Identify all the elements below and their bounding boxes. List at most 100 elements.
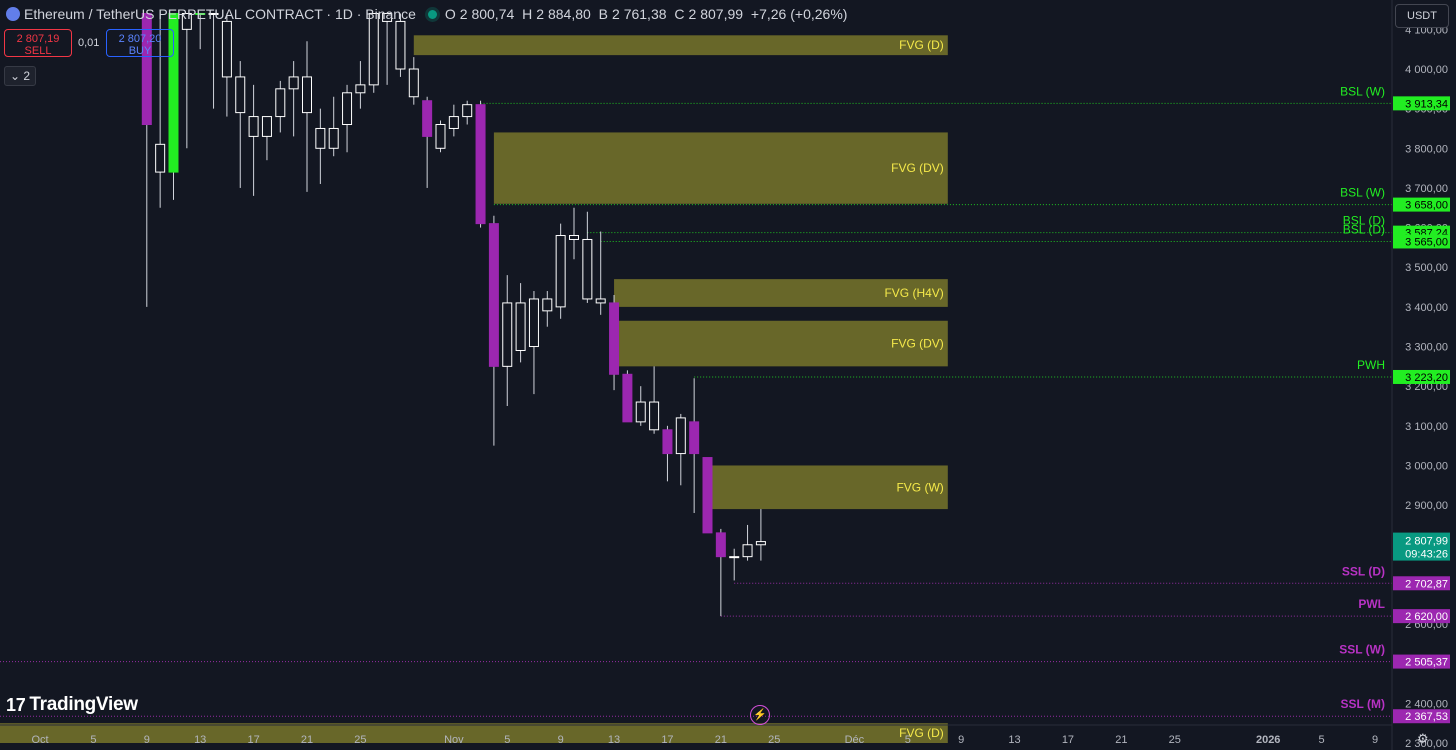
- candle-body: [755, 541, 766, 546]
- y-tick-label: 3 800,00: [1405, 143, 1448, 155]
- sell-label: SELL: [24, 45, 52, 57]
- x-tick-label: Déc: [845, 734, 865, 746]
- level-label: PWH: [1357, 358, 1385, 372]
- y-tick-label: 2 900,00: [1405, 500, 1448, 512]
- fvg-label: FVG (H4V): [884, 286, 943, 300]
- candle-body: [729, 556, 740, 559]
- gear-icon[interactable]: ⚙: [1417, 731, 1429, 746]
- candle-body: [595, 298, 606, 304]
- tradingview-mark-icon: 17: [6, 694, 26, 715]
- current-price-tag: [1393, 532, 1450, 561]
- candle-body: [141, 12, 152, 126]
- price-tag-label: 2 620,00: [1405, 611, 1448, 623]
- candle-body: [649, 401, 660, 431]
- candle-body: [622, 373, 633, 423]
- buy-button[interactable]: 2 807,20 BUY: [106, 29, 174, 57]
- price-tag: [1393, 609, 1450, 624]
- sell-price: 2 807,19: [16, 33, 60, 45]
- spread-value: 0,01: [78, 37, 100, 49]
- x-tick-label: 5: [90, 734, 96, 746]
- x-tick-label: 13: [608, 734, 620, 746]
- lightning-icon[interactable]: ⚡: [750, 705, 770, 725]
- price-tag: [1393, 197, 1450, 212]
- price-tag: [1393, 576, 1450, 591]
- candle-body: [328, 127, 339, 149]
- indicators-collapse-button[interactable]: ⌄ 2: [4, 66, 36, 86]
- price-tag-label: 3 223,20: [1405, 372, 1448, 384]
- x-tick-label: 9: [558, 734, 564, 746]
- open-value: 2 800,74: [459, 6, 515, 22]
- price-tag-label: 2 505,37: [1405, 657, 1448, 669]
- y-tick-label: 3 100,00: [1405, 421, 1448, 433]
- y-tick-label: 3 300,00: [1405, 342, 1448, 354]
- y-tick-label: 2 400,00: [1405, 698, 1448, 710]
- candles: [141, 12, 766, 617]
- candle-body: [609, 302, 620, 375]
- fvg-zone: [413, 35, 948, 56]
- chevron-icon: ⌄: [9, 69, 21, 83]
- low-value: 2 761,38: [612, 6, 667, 22]
- candle-body: [261, 116, 272, 137]
- candle-body: [195, 12, 206, 15]
- candle-body: [355, 84, 366, 94]
- open-label: O: [444, 6, 456, 22]
- tradingview-logo-text: TradingView: [29, 694, 138, 715]
- x-tick-label: 9: [958, 734, 964, 746]
- tradingview-logo[interactable]: 17 TradingView: [6, 694, 138, 716]
- candle-body: [555, 235, 566, 308]
- price-tag: [1393, 709, 1450, 724]
- candle-body: [235, 76, 246, 114]
- x-tick-label: 25: [354, 734, 366, 746]
- y-tick-label: 3 200,00: [1405, 381, 1448, 393]
- x-tick-label: 17: [661, 734, 673, 746]
- symbol-title[interactable]: Ethereum / TetherUS PERPETUAL CONTRACT ·…: [24, 6, 416, 22]
- x-tick-label: 17: [1062, 734, 1074, 746]
- price-tag: [1393, 96, 1450, 111]
- candle-body: [422, 100, 433, 137]
- candle-body: [502, 302, 513, 367]
- y-tick-label: 3 500,00: [1405, 262, 1448, 274]
- fvg-label: FVG (W): [896, 480, 943, 494]
- high-value: 2 884,80: [536, 6, 591, 22]
- y-tick-label: 3 700,00: [1405, 183, 1448, 195]
- candle-body: [742, 544, 753, 558]
- candle-body: [181, 12, 192, 30]
- fvg-zone: [707, 465, 948, 510]
- low-label: B: [598, 6, 609, 22]
- candle-body: [208, 12, 219, 15]
- price-tag-label: 2 367,53: [1405, 711, 1448, 723]
- y-tick-label: 3 400,00: [1405, 302, 1448, 314]
- fvg-zone: [0, 723, 948, 743]
- price-tag: [1393, 234, 1450, 249]
- candle-body: [248, 116, 259, 137]
- price-tag: [1393, 654, 1450, 669]
- level-label: SSL (M): [1341, 697, 1385, 711]
- candle-body: [408, 68, 419, 98]
- candle-body: [542, 298, 553, 312]
- level-label: PWL: [1358, 597, 1385, 611]
- x-tick-label: 17: [247, 734, 259, 746]
- price-tag-label: 3 565,00: [1405, 236, 1448, 248]
- x-tick-label: 5: [504, 734, 510, 746]
- candle-body: [435, 124, 446, 149]
- x-tick-label: 13: [1008, 734, 1020, 746]
- x-tick-label: 21: [715, 734, 727, 746]
- x-tick-label: 2026: [1256, 734, 1280, 746]
- currency-button[interactable]: USDT: [1395, 4, 1449, 28]
- x-tick-label: 13: [194, 734, 206, 746]
- candle-body: [382, 12, 393, 22]
- sell-button[interactable]: 2 807,19 SELL: [4, 29, 72, 57]
- fvg-label: FVG (DV): [891, 337, 944, 351]
- candle-body: [368, 12, 379, 86]
- candle-body: [702, 457, 713, 534]
- x-tick-label: Nov: [444, 734, 464, 746]
- x-tick-label: 9: [144, 734, 150, 746]
- fvg-zones: FVG (D) FVG (DV) FVG (H4V) FVG (DV) FVG (W) F…: [0, 35, 948, 743]
- price-tag-label: 3 658,00: [1405, 200, 1448, 212]
- fvg-label: FVG (DV): [891, 161, 944, 175]
- price-tag: [1393, 369, 1450, 384]
- level-label: BSL (D): [1343, 214, 1385, 228]
- candle-body: [528, 298, 539, 348]
